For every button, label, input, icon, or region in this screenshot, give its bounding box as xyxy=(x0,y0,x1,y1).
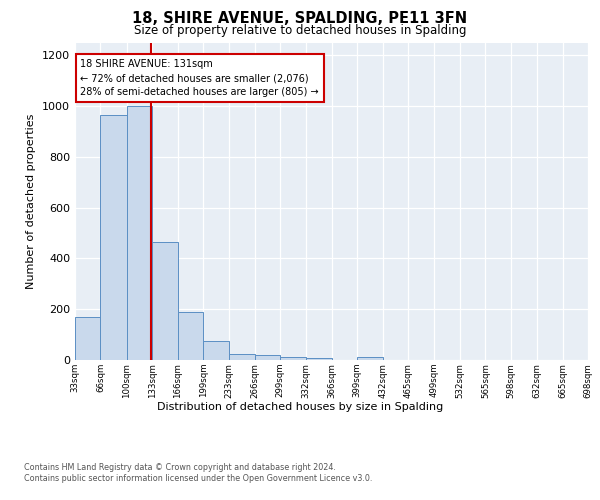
Text: Distribution of detached houses by size in Spalding: Distribution of detached houses by size … xyxy=(157,402,443,412)
Bar xyxy=(280,358,305,360)
Bar xyxy=(229,354,255,360)
Bar xyxy=(255,356,280,360)
Bar xyxy=(305,358,332,360)
Text: Contains public sector information licensed under the Open Government Licence v3: Contains public sector information licen… xyxy=(24,474,373,483)
Bar xyxy=(178,312,203,360)
Text: 18, SHIRE AVENUE, SPALDING, PE11 3FN: 18, SHIRE AVENUE, SPALDING, PE11 3FN xyxy=(133,11,467,26)
Bar xyxy=(358,358,383,360)
Bar xyxy=(127,106,152,360)
Bar xyxy=(100,115,127,360)
Text: 18 SHIRE AVENUE: 131sqm
← 72% of detached houses are smaller (2,076)
28% of semi: 18 SHIRE AVENUE: 131sqm ← 72% of detache… xyxy=(80,59,319,97)
Y-axis label: Number of detached properties: Number of detached properties xyxy=(26,114,37,289)
Bar xyxy=(152,242,178,360)
Text: Contains HM Land Registry data © Crown copyright and database right 2024.: Contains HM Land Registry data © Crown c… xyxy=(24,462,336,471)
Text: Size of property relative to detached houses in Spalding: Size of property relative to detached ho… xyxy=(134,24,466,37)
Bar xyxy=(203,341,229,360)
Bar xyxy=(75,317,100,360)
